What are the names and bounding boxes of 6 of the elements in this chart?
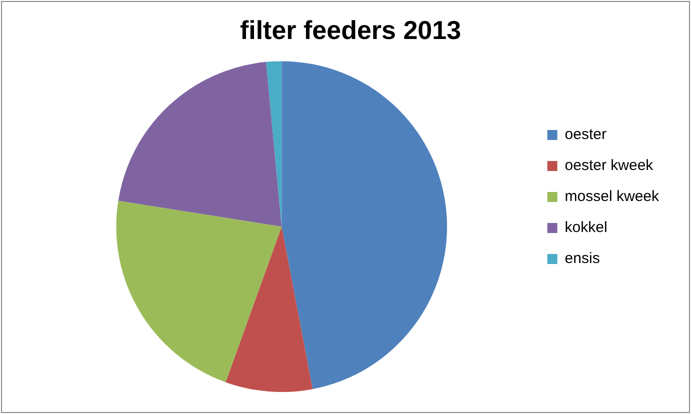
- legend-label: oester: [564, 126, 607, 144]
- chart-title: filter feeders 2013: [240, 14, 462, 45]
- legend-label: mossel kweek: [564, 188, 660, 206]
- legend-label: oester kweek: [564, 157, 654, 174]
- legend-label: kokkel: [564, 219, 608, 236]
- legend-label: ensis: [564, 250, 600, 268]
